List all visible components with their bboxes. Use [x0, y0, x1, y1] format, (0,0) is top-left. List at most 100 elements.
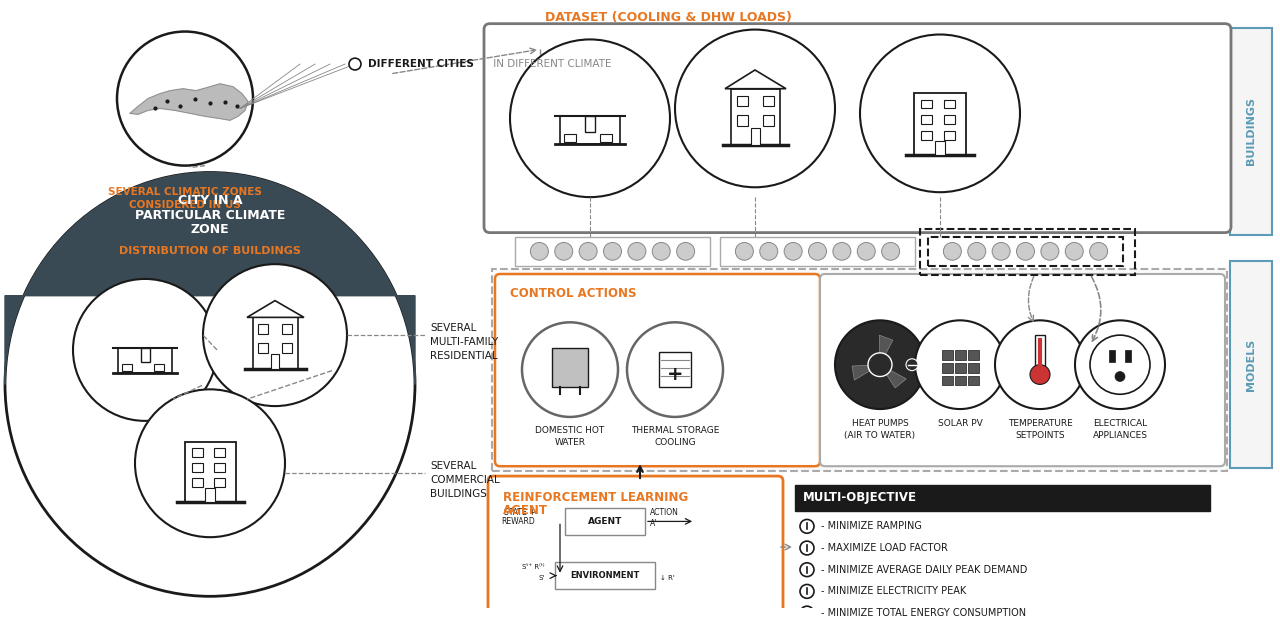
Bar: [934, 141, 945, 155]
Circle shape: [349, 58, 361, 70]
Circle shape: [530, 242, 548, 260]
Text: SOLAR PV: SOLAR PV: [938, 420, 982, 428]
Circle shape: [943, 242, 961, 260]
Polygon shape: [879, 335, 893, 365]
Polygon shape: [5, 173, 415, 384]
Bar: [282, 325, 292, 334]
Bar: [1230, 28, 1272, 234]
Circle shape: [1091, 335, 1149, 394]
Bar: [945, 131, 955, 140]
Text: STATE +: STATE +: [503, 508, 535, 517]
Bar: [552, 348, 588, 387]
Text: CONSIDERED IN US: CONSIDERED IN US: [129, 200, 241, 210]
Bar: [492, 269, 1228, 471]
Circle shape: [653, 242, 671, 260]
Bar: [561, 117, 620, 144]
Circle shape: [835, 320, 925, 409]
Circle shape: [800, 520, 814, 533]
Bar: [192, 449, 204, 457]
Circle shape: [1030, 365, 1050, 384]
Circle shape: [1065, 242, 1083, 260]
Bar: [186, 442, 236, 502]
Circle shape: [915, 320, 1005, 409]
Bar: [282, 343, 292, 353]
Bar: [253, 317, 298, 368]
Bar: [942, 350, 954, 360]
Text: WATER: WATER: [554, 438, 585, 447]
Text: SEVERAL CLIMATIC ZONES: SEVERAL CLIMATIC ZONES: [108, 187, 262, 197]
Polygon shape: [131, 84, 248, 120]
Bar: [259, 343, 268, 353]
Bar: [968, 350, 979, 360]
Bar: [214, 449, 225, 457]
Bar: [1036, 335, 1044, 370]
Bar: [1230, 261, 1272, 468]
Bar: [922, 115, 932, 124]
Text: DIFFERENT CITIES: DIFFERENT CITIES: [369, 59, 474, 69]
Text: ↓ R': ↓ R': [660, 574, 675, 581]
Text: DOMESTIC HOT: DOMESTIC HOT: [535, 426, 604, 435]
Circle shape: [860, 35, 1020, 193]
Bar: [737, 96, 748, 107]
Circle shape: [579, 242, 598, 260]
Bar: [271, 354, 279, 368]
Circle shape: [116, 31, 253, 165]
Bar: [214, 478, 225, 487]
Bar: [585, 117, 595, 132]
Text: COOLING: COOLING: [654, 438, 696, 447]
Text: ZONE: ZONE: [191, 223, 229, 236]
Text: SETPOINTS: SETPOINTS: [1015, 431, 1065, 440]
Text: - MINIMIZE ELECTRICITY PEAK: - MINIMIZE ELECTRICITY PEAK: [820, 586, 966, 597]
FancyBboxPatch shape: [488, 476, 783, 617]
Circle shape: [800, 563, 814, 577]
Bar: [564, 508, 645, 535]
FancyBboxPatch shape: [484, 23, 1231, 233]
Circle shape: [800, 584, 814, 598]
Bar: [122, 363, 132, 371]
Text: APPLIANCES: APPLIANCES: [1093, 431, 1147, 440]
Text: MULTI-OBJECTIVE: MULTI-OBJECTIVE: [803, 491, 916, 504]
Polygon shape: [881, 365, 906, 388]
Bar: [205, 488, 215, 502]
Circle shape: [509, 39, 669, 197]
Bar: [737, 115, 748, 126]
Bar: [719, 236, 915, 266]
Circle shape: [554, 242, 572, 260]
Bar: [1125, 350, 1132, 362]
Text: A’: A’: [650, 519, 658, 528]
Bar: [600, 134, 612, 142]
Bar: [763, 96, 774, 107]
Circle shape: [204, 264, 347, 406]
Bar: [955, 350, 966, 360]
Circle shape: [522, 322, 618, 417]
Circle shape: [73, 279, 218, 421]
Circle shape: [968, 242, 986, 260]
Bar: [945, 115, 955, 124]
Bar: [942, 363, 954, 373]
Text: +: +: [667, 365, 684, 384]
Text: - MINIMIZE AVERAGE DAILY PEAK DEMAND: - MINIMIZE AVERAGE DAILY PEAK DEMAND: [820, 565, 1028, 574]
Text: - MINIMIZE TOTAL ENERGY CONSUMPTION: - MINIMIZE TOTAL ENERGY CONSUMPTION: [820, 608, 1027, 617]
Text: DISTRIBUTION OF BUILDINGS: DISTRIBUTION OF BUILDINGS: [119, 246, 301, 256]
Bar: [141, 348, 150, 362]
Circle shape: [785, 242, 803, 260]
Bar: [659, 352, 691, 387]
Text: (AIR TO WATER): (AIR TO WATER): [845, 431, 915, 440]
Bar: [763, 115, 774, 126]
Text: DATASET (COOLING & DHW LOADS): DATASET (COOLING & DHW LOADS): [545, 11, 792, 24]
Text: ENVIRONMENT: ENVIRONMENT: [571, 571, 640, 580]
Bar: [192, 463, 204, 472]
Text: RESIDENTIAL: RESIDENTIAL: [430, 351, 498, 361]
Circle shape: [627, 322, 723, 417]
Text: MODELS: MODELS: [1245, 339, 1256, 391]
Text: MULTI-FAMILY: MULTI-FAMILY: [430, 337, 498, 347]
Circle shape: [760, 242, 778, 260]
Text: AGENT: AGENT: [588, 517, 622, 526]
Bar: [955, 363, 966, 373]
Polygon shape: [247, 300, 305, 317]
Circle shape: [628, 242, 646, 260]
Bar: [920, 229, 1135, 275]
Circle shape: [1016, 242, 1034, 260]
Bar: [1108, 350, 1115, 362]
Text: - MINIMIZE RAMPING: - MINIMIZE RAMPING: [820, 521, 922, 531]
